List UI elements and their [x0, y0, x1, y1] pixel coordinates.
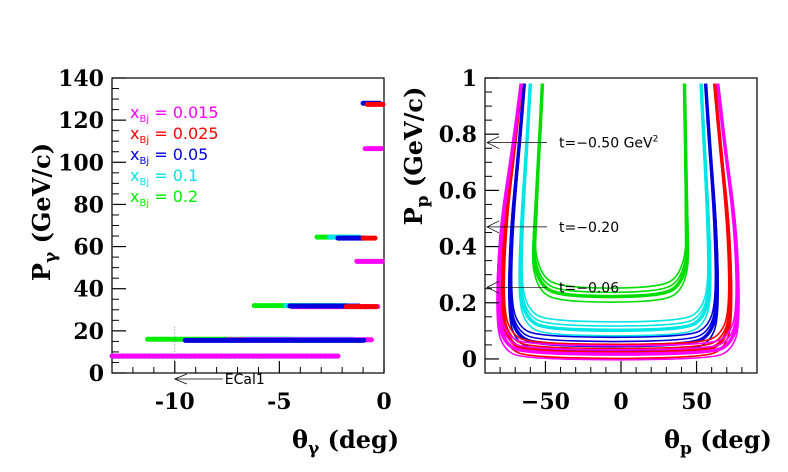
- right-x-tick-label: 0: [613, 389, 628, 415]
- legend-entry: xBj = 0.1: [130, 166, 198, 188]
- t-annotation-label: t=−0.20: [559, 220, 619, 236]
- right-curve-group: [518, 83, 712, 337]
- left-y-tick-label: 140: [58, 66, 104, 92]
- left-x-tick-label: -10: [155, 389, 195, 415]
- ecal-annotation: ECal1: [173, 326, 265, 388]
- right-y-axis-label: Pp (GeV/c): [399, 87, 433, 226]
- right-curve-group: [496, 83, 740, 361]
- left-y-axis-label: Pγ (GeV/c): [27, 143, 61, 281]
- left-y-tick-label: 20: [73, 319, 104, 345]
- legend-entry: xBj = 0.2: [130, 187, 198, 209]
- left-data-bands: [109, 100, 386, 359]
- right-curve-group: [531, 83, 690, 303]
- right-curve: [503, 83, 730, 346]
- t-annotations: t=−0.50 GeV2 t=−0.20 t=−0.06: [486, 135, 658, 296]
- right-curve: [499, 83, 737, 347]
- right-curve: [531, 83, 690, 303]
- legend-entry: xBj = 0.025: [130, 124, 219, 146]
- right-curve: [532, 83, 690, 299]
- right-y-tick-label: 1: [462, 66, 477, 92]
- right-y-tick-label: 0.4: [439, 235, 477, 261]
- t-arrow-head: [486, 136, 500, 149]
- right-y-tick-label: 0.2: [439, 291, 477, 317]
- right-curve: [521, 83, 709, 323]
- ecal-arrow-head: [173, 373, 187, 385]
- right-y-tick-label: 0.8: [439, 122, 477, 148]
- left-x-axis-label: θγ (deg): [292, 425, 399, 459]
- right-x-tick-label: 50: [681, 389, 712, 415]
- right-x-axis-label: θp (deg): [664, 425, 772, 459]
- t-annotation-label: t=−0.50 GeV2: [559, 135, 658, 152]
- right-axis-ticks: 0 0.2 0.4 0.6 0.8 1 −50 0 50: [439, 66, 743, 415]
- legend-entry: xBj = 0.015: [130, 103, 219, 125]
- t-arrow-head: [486, 280, 500, 294]
- left-axis-ticks: 0 20 40 60 80 100 120 140 -10 -5 0: [58, 66, 392, 415]
- left-y-tick-label: 60: [73, 235, 104, 261]
- left-y-tick-label: 80: [73, 192, 104, 218]
- left-x-tick-label: 0: [376, 389, 391, 415]
- left-y-tick-label: 40: [73, 277, 104, 303]
- legend-entry: xBj = 0.05: [130, 145, 208, 167]
- left-y-tick-label: 120: [58, 108, 104, 134]
- t-annotation-label: t=−0.06: [559, 280, 619, 296]
- left-y-tick-label: 0: [89, 361, 104, 387]
- right-x-tick-label: −50: [521, 389, 570, 415]
- right-panel: 0 0.2 0.4 0.6 0.8 1 −50 0 50 t=−0.50 GeV2 t=−0.20…: [399, 66, 772, 459]
- right-y-tick-label: 0: [462, 347, 477, 373]
- t-arrow-head: [486, 220, 500, 234]
- left-x-tick-label: -5: [267, 389, 291, 415]
- right-curve: [533, 83, 688, 294]
- right-data-curves: [496, 83, 740, 361]
- left-y-tick-label: 100: [58, 150, 104, 176]
- left-plot-frame: [111, 77, 385, 374]
- right-curve: [534, 83, 687, 289]
- right-y-tick-label: 0.6: [439, 178, 477, 204]
- right-curve: [510, 83, 717, 339]
- ecal-label: ECal1: [225, 372, 265, 388]
